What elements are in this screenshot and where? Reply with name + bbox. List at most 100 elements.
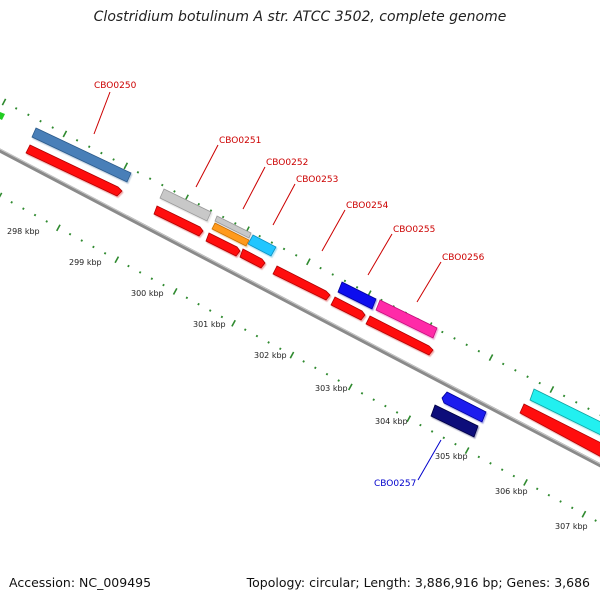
- gene-labels: CBO0250 CBO0251 CBO0252 CBO0253 CBO0254 …: [94, 81, 485, 489]
- accession-text: Accession: NC_009495: [9, 575, 152, 590]
- backbone: [0, 148, 600, 468]
- minor-tick: [92, 245, 95, 249]
- minor-tick: [138, 271, 142, 274]
- minor-tick: [331, 273, 334, 276]
- major-tick: [306, 258, 311, 266]
- minor-tick: [10, 201, 13, 204]
- ruler-label-301: 301 kbp: [193, 320, 226, 329]
- minor-tick: [442, 436, 446, 440]
- minor-tick: [526, 375, 529, 379]
- minor-tick: [343, 279, 347, 283]
- minor-tick: [39, 119, 42, 123]
- minor-tick: [319, 266, 322, 270]
- feature-cbo0251[interactable]: [159, 188, 212, 222]
- minor-tick: [33, 213, 37, 217]
- cds-cbo0251[interactable]: [153, 205, 204, 237]
- minor-tick: [87, 145, 91, 149]
- cds-cbo0256[interactable]: [365, 315, 434, 356]
- feature-cbo0255[interactable]: [337, 281, 377, 310]
- major-tick: [289, 351, 295, 359]
- minor-tick: [197, 202, 201, 206]
- minor-tick: [547, 493, 551, 497]
- ruler-label-307: 307 kbp: [555, 522, 588, 531]
- minor-tick: [255, 334, 259, 338]
- label-cbo0250[interactable]: CBO0250: [94, 81, 137, 91]
- cds-right[interactable]: [519, 403, 600, 459]
- label-cbo0257[interactable]: CBO0257: [374, 479, 416, 489]
- feature-cbo0257-arrow[interactable]: [441, 391, 487, 423]
- minor-tick: [453, 337, 456, 340]
- feature-fragment-left: [0, 112, 5, 120]
- minor-tick: [302, 360, 305, 363]
- minor-tick: [27, 113, 30, 117]
- major-tick: [464, 447, 470, 455]
- minor-tick: [75, 139, 79, 142]
- feature-cbo0252-orange[interactable]: [211, 222, 250, 247]
- minor-tick: [430, 430, 434, 433]
- minor-tick: [360, 391, 364, 395]
- minor-tick: [112, 158, 115, 161]
- major-tick: [114, 256, 120, 264]
- label-cbo0254[interactable]: CBO0254: [346, 201, 389, 211]
- minor-tick: [100, 151, 103, 155]
- minor-tick: [173, 190, 176, 193]
- feature-cbo0252[interactable]: [214, 215, 252, 239]
- minor-tick: [45, 220, 48, 223]
- major-tick: [172, 288, 178, 295]
- minor-tick: [279, 347, 282, 351]
- minor-tick: [209, 209, 213, 212]
- cds-features: [25, 144, 600, 459]
- ruler-label-304: 304 kbp: [375, 417, 408, 426]
- minor-tick: [294, 254, 298, 257]
- cds-cbo0254[interactable]: [272, 265, 331, 301]
- major-tick: [581, 510, 587, 518]
- minor-tick: [535, 487, 539, 491]
- minor-tick: [514, 369, 517, 372]
- label-cbo0253[interactable]: CBO0253: [296, 175, 338, 185]
- map-title: Clostridium botulinum A str. ATCC 3502, …: [93, 9, 507, 25]
- minor-tick: [68, 232, 72, 236]
- minor-tick: [500, 468, 504, 471]
- minor-tick: [372, 398, 375, 401]
- minor-tick: [136, 170, 140, 174]
- cds-cbo0253[interactable]: [239, 248, 266, 269]
- inner-ruler-ring: [0, 192, 597, 522]
- label-cbo0256[interactable]: CBO0256: [442, 253, 485, 263]
- leader-lines: [93, 91, 442, 481]
- cds-cbo0252[interactable]: [205, 232, 241, 257]
- minor-tick: [441, 330, 444, 334]
- minor-tick: [148, 177, 152, 180]
- ruler-label-300: 300 kbp: [131, 289, 164, 298]
- minor-tick: [234, 222, 237, 225]
- minor-tick: [267, 341, 270, 344]
- minor-tick: [162, 283, 165, 287]
- major-tick: [523, 478, 528, 486]
- feature-cbo0250[interactable]: [31, 127, 132, 183]
- label-cbo0252[interactable]: CBO0252: [266, 158, 308, 168]
- ruler-label-302: 302 kbp: [254, 351, 287, 360]
- minor-tick: [337, 379, 340, 382]
- minor-tick: [594, 519, 597, 522]
- feature-cbo0257[interactable]: [430, 404, 479, 438]
- major-tick: [549, 386, 555, 393]
- minor-tick: [562, 394, 566, 398]
- cds-cbo0250[interactable]: [25, 144, 123, 197]
- minor-tick: [270, 241, 274, 244]
- minor-tick: [103, 251, 107, 255]
- cds-cbo0255[interactable]: [330, 296, 366, 321]
- label-cbo0255[interactable]: CBO0255: [393, 225, 435, 235]
- genome-summary: Topology: circular; Length: 3,886,916 bp…: [246, 575, 590, 590]
- minor-tick: [51, 126, 54, 129]
- minor-tick: [208, 309, 212, 312]
- label-cbo0251[interactable]: CBO0251: [219, 136, 261, 146]
- feature-cbo0256[interactable]: [375, 299, 438, 339]
- features-cbo0257: [430, 391, 487, 438]
- minor-tick: [587, 407, 590, 410]
- feature-cbo0253[interactable]: [247, 234, 277, 257]
- major-tick: [231, 319, 236, 327]
- major-tick: [406, 415, 412, 423]
- forward-features: [31, 127, 600, 437]
- minor-tick: [384, 404, 387, 408]
- feature-cyan-right[interactable]: [529, 388, 600, 437]
